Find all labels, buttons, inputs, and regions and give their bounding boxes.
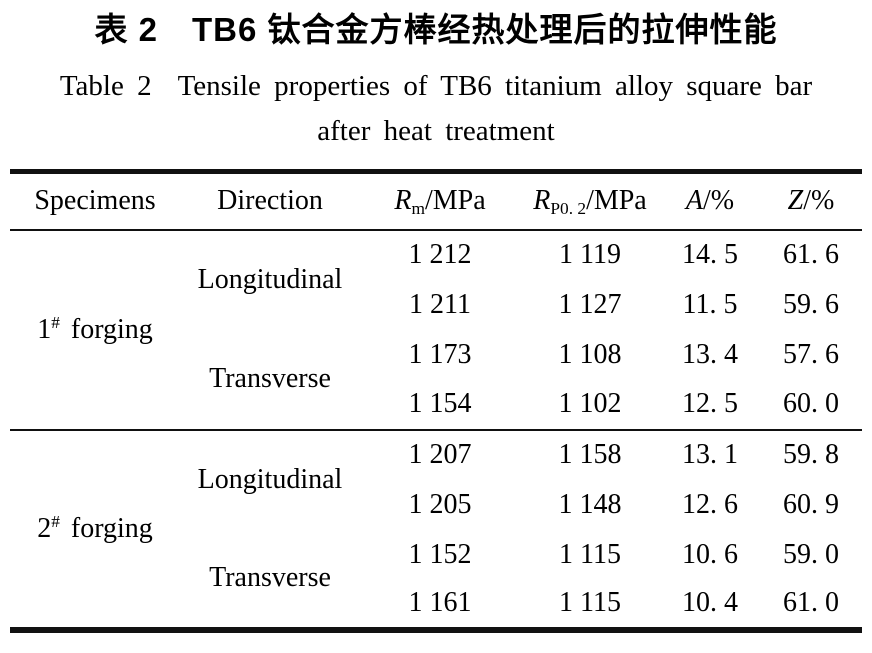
direction-cell-longitudinal: Longitudinal (197, 464, 343, 495)
cell-a-value: 14. 5 (682, 239, 738, 270)
cell-rm-value: 1 161 (408, 587, 472, 618)
cell-a-value: 10. 4 (682, 587, 738, 618)
cell-rm-value: 1 211 (409, 288, 471, 320)
cell-z-value: 59. 6 (783, 288, 839, 320)
table-row: 1# forging Longitudinal 1 212 1 119 14. 5… (10, 229, 862, 431)
cell-a-value: 13. 4 (682, 338, 738, 370)
rp02-unit: /MPa (586, 185, 647, 217)
cell-rp02-value: 1 115 (559, 538, 621, 570)
table-row: Transverse 1 152 1 115 10. 6 59. 0 (10, 530, 862, 594)
cell-rp02-value: 1 115 (559, 587, 621, 618)
cell-rm-value: 1 152 (408, 538, 472, 570)
tensile-properties-table: Specimens Direction Rm/MPa RP0. 2/MPa A/… (10, 169, 862, 633)
cell-rm-value: 1 212 (408, 239, 472, 270)
cell-rm-value: 1 173 (408, 338, 472, 370)
english-title-text: Tensile properties of TB6 titanium alloy… (177, 70, 813, 102)
cell-z-value: 61. 6 (783, 239, 839, 270)
a-unit: /% (703, 185, 735, 217)
chinese-title: 表 2 TB6 钛合金方棒经热处理后的拉伸性能 (94, 11, 778, 48)
rm-symbol: R (394, 185, 412, 217)
cell-rm-value: 1 205 (408, 488, 472, 520)
cell-a-value: 10. 6 (682, 538, 738, 570)
header-rp02: RP0. 2/MPa (520, 171, 660, 231)
a-symbol: A (685, 185, 703, 217)
cell-a-value: 12. 5 (660, 379, 760, 431)
specimen-word: forging (70, 512, 153, 544)
cell-rp02-value: 1 127 (558, 288, 622, 320)
cell-rp02-value: 1 158 (558, 439, 622, 470)
table-row: 2# forging Longitudinal 1 207 1 158 13. 1… (10, 430, 862, 544)
cell-z-value: 59. 0 (783, 538, 839, 570)
cell-rm-value: 1 207 (408, 439, 472, 470)
header-row: Specimens Direction Rm/MPa RP0. 2/MPa A/… (10, 171, 862, 231)
specimen-number: 2 (37, 512, 52, 544)
specimen-cell-1: 1# forging (10, 229, 180, 431)
cell-z-value: 60. 9 (783, 488, 839, 520)
header-rm: Rm/MPa (360, 171, 520, 231)
rp02-symbol: R (533, 185, 551, 217)
z-unit: /% (803, 185, 835, 217)
header-z: Z/% (760, 171, 862, 231)
cell-a-value: 12. 6 (682, 488, 738, 520)
specimen-number: 1 (37, 313, 52, 345)
cell-a-value: 13. 1 (682, 439, 738, 470)
table-row: Transverse 1 173 1 108 13. 4 57. 6 (10, 329, 862, 431)
header-direction: Direction (180, 171, 360, 231)
specimen-word: forging (70, 313, 153, 345)
rp02-subscript: P0. 2 (550, 199, 587, 219)
header-a: A/% (660, 171, 760, 231)
hash-superscript: # (51, 511, 60, 531)
cell-rp02-value: 1 119 (559, 239, 621, 270)
english-title-label: Table 2 (59, 70, 152, 102)
cell-z-value: 61. 0 (783, 587, 839, 618)
english-title-line2: after heat treatment (317, 115, 555, 147)
cell-rp02-value: 1 148 (558, 488, 622, 520)
hash-superscript: # (51, 312, 60, 332)
direction-cell-transverse: Transverse (180, 329, 360, 431)
z-symbol: Z (787, 185, 804, 217)
cell-z-value: 60. 0 (760, 379, 862, 431)
rm-subscript: m (411, 199, 425, 219)
cell-a-value: 11. 5 (682, 288, 738, 320)
cell-z-value: 57. 6 (783, 338, 839, 370)
header-specimens: Specimens (10, 171, 180, 231)
direction-cell-transverse: Transverse (209, 562, 331, 593)
table-row: 1 205 1 148 12. 6 60. 9 (10, 480, 862, 530)
cell-rp02-value: 1 108 (558, 338, 622, 370)
cell-rm-value: 1 154 (360, 379, 520, 431)
table-row: 1 211 1 127 11. 5 59. 6 (10, 280, 862, 330)
specimen-cell-2: 2# forging (10, 430, 180, 630)
table-row: 1 161 1 115 10. 4 61. 0 (10, 580, 862, 630)
rm-unit: /MPa (424, 185, 486, 217)
cell-rp02-value: 1 102 (520, 379, 660, 431)
english-title: Table 2 Tensile properties of TB6 titaniu… (0, 64, 872, 154)
cell-z-value: 59. 8 (783, 439, 839, 470)
table-row: 1 154 1 102 12. 5 60. 0 (10, 379, 862, 431)
direction-cell-longitudinal: Longitudinal (197, 264, 343, 295)
